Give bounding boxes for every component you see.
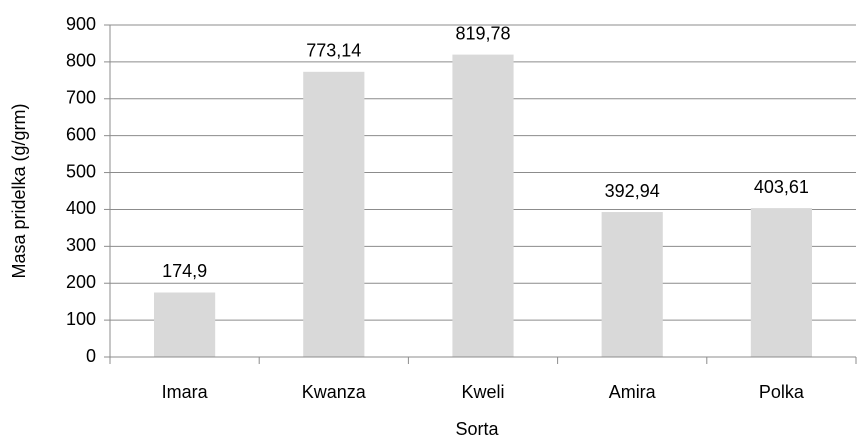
x-tick-label: Kweli (461, 382, 504, 402)
y-tick-label: 300 (66, 235, 96, 255)
y-tick-label: 900 (66, 14, 96, 34)
bar (303, 71, 365, 357)
data-label: 174,9 (162, 261, 207, 281)
data-label: 403,61 (754, 177, 809, 197)
y-tick-label: 600 (66, 124, 96, 144)
y-tick-label: 800 (66, 51, 96, 71)
data-label: 773,14 (306, 41, 361, 61)
y-tick-label: 200 (66, 272, 96, 292)
y-tick-label: 400 (66, 198, 96, 218)
data-label: 392,94 (605, 181, 660, 201)
x-axis-label: Sorta (455, 419, 499, 439)
bar (154, 292, 216, 357)
bar (601, 212, 663, 357)
y-tick-label: 500 (66, 161, 96, 181)
x-tick-label: Polka (759, 382, 805, 402)
y-tick-label: 700 (66, 88, 96, 108)
data-label: 819,78 (455, 23, 510, 43)
x-tick-label: Amira (609, 382, 657, 402)
y-tick-label: 100 (66, 309, 96, 329)
x-tick-label: Kwanza (302, 382, 367, 402)
y-axis-label: Masa pridelka (g/grm) (9, 103, 29, 278)
bar (750, 208, 812, 357)
x-tick-label: Imara (162, 382, 209, 402)
y-tick-label: 0 (86, 346, 96, 366)
bar (452, 54, 514, 358)
